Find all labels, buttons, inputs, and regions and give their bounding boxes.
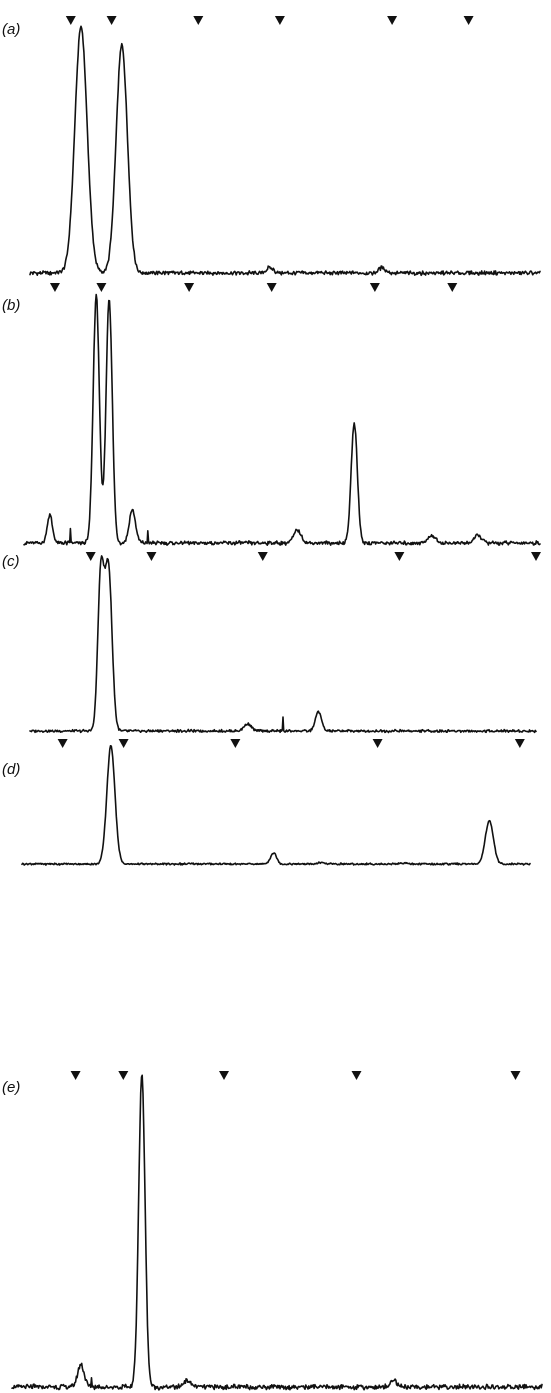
panel-b: (b) [2, 283, 541, 546]
panel-d: (d) [2, 739, 531, 866]
panel-b-markers [49, 283, 458, 292]
panel-d-markers [57, 739, 525, 748]
panel-c-marker-3 [257, 552, 268, 561]
panel-e-trace [11, 1074, 543, 1391]
panel-e: (e) [2, 1071, 543, 1391]
panel-a-marker-3 [193, 16, 204, 25]
panel-a-marker-5 [387, 16, 398, 25]
panel-d-marker-4 [372, 739, 383, 748]
panel-a-markers [65, 16, 474, 25]
panel-c-markers [85, 552, 541, 561]
panel-a-label: (a) [2, 21, 20, 38]
panel-d-marker-1 [57, 739, 68, 748]
panel-a-trace [29, 25, 541, 277]
panel-b-label: (b) [2, 297, 20, 314]
panel-d-marker-2 [118, 739, 129, 748]
panel-d-marker-5 [514, 739, 525, 748]
panel-a-marker-6 [463, 16, 474, 25]
panel-e-marker-2 [118, 1071, 129, 1080]
panel-d-trace [21, 745, 531, 866]
panel-d-label: (d) [2, 761, 20, 778]
panel-a-marker-4 [274, 16, 285, 25]
panel-e-label: (e) [2, 1079, 20, 1096]
panel-b-marker-4 [266, 283, 277, 292]
panel-c-marker-1 [85, 552, 96, 561]
panel-a-marker-1 [65, 16, 76, 25]
panel-d-marker-3 [230, 739, 241, 748]
panel-e-marker-5 [510, 1071, 521, 1080]
panel-c-marker-5 [531, 552, 541, 561]
panel-b-marker-2 [96, 283, 107, 292]
panel-e-marker-3 [219, 1071, 229, 1080]
panel-c: (c) [2, 552, 541, 734]
panel-e-marker-1 [70, 1071, 81, 1080]
panel-b-marker-3 [184, 283, 195, 292]
panel-b-marker-6 [447, 283, 458, 292]
panel-a: (a) [2, 16, 541, 277]
panel-c-marker-4 [394, 552, 405, 561]
panel-c-marker-2 [146, 552, 157, 561]
panel-e-markers [70, 1071, 521, 1080]
panel-e-marker-4 [351, 1071, 362, 1080]
panel-c-label: (c) [2, 553, 20, 570]
panel-a-marker-2 [106, 16, 117, 25]
panel-b-marker-5 [369, 283, 380, 292]
panel-b-trace [23, 293, 541, 546]
panel-b-marker-1 [49, 283, 60, 292]
panel-c-trace [29, 555, 537, 734]
